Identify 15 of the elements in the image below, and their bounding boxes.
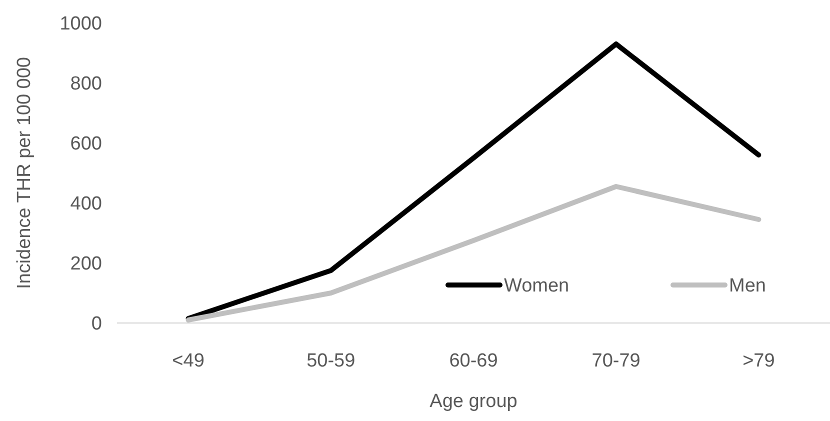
x-tick-label: >79: [742, 350, 775, 372]
x-tick-label: 70-79: [592, 350, 640, 372]
x-axis-title: Age group: [430, 391, 518, 412]
y-axis-title: Incidence THR per 100 000: [14, 56, 35, 290]
x-tick-label: 60-69: [449, 350, 498, 372]
y-tick-label: 800: [70, 74, 102, 95]
x-tick-label: <49: [172, 350, 204, 372]
x-tick-label: 50-59: [306, 350, 356, 372]
y-tick-label: 0: [91, 314, 102, 335]
y-tick-label: 200: [70, 254, 102, 275]
y-tick-label: 600: [70, 134, 102, 155]
legend-label: Men: [729, 276, 766, 297]
legend-label: Women: [504, 276, 570, 297]
y-tick-label: 1000: [60, 14, 102, 35]
y-tick-label: 400: [70, 194, 102, 215]
